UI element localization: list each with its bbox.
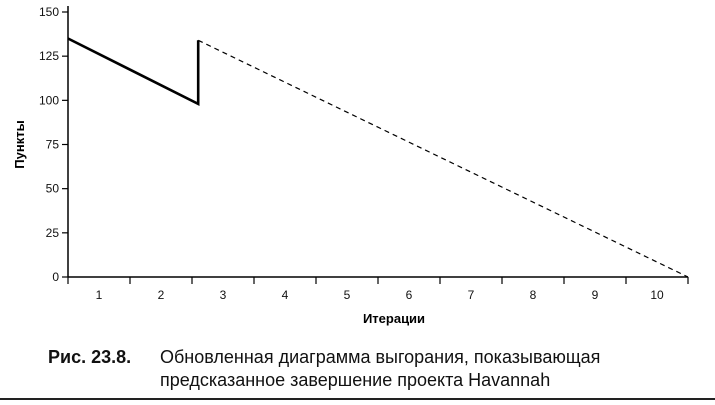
y-tick-label: 125 — [39, 49, 59, 63]
burndown-chart: 0 25 50 75 100 125 150 1 2 3 4 5 6 7 8 9 10 Пункты Итер… — [12, 5, 689, 326]
x-tick-label: 4 — [282, 288, 289, 302]
x-tick-label: 6 — [406, 288, 413, 302]
y-tick-label: 100 — [39, 93, 59, 107]
y-tick-label: 50 — [46, 182, 60, 196]
y-tick-label: 25 — [46, 226, 60, 240]
y-axis-ticks: 0 25 50 75 100 125 150 — [39, 5, 68, 284]
y-tick-label: 0 — [52, 270, 59, 284]
x-axis-ticks: 1 2 3 4 5 6 7 8 9 10 — [67, 277, 689, 302]
x-axis-title: Итерации — [363, 311, 425, 326]
y-axis-title: Пункты — [12, 120, 27, 168]
x-tick-label: 2 — [158, 288, 165, 302]
x-tick-label: 1 — [96, 288, 103, 302]
series-layer — [67, 37, 689, 278]
x-tick-label: 9 — [592, 288, 599, 302]
figure-caption: Рис. 23.8. Обновленная диаграмма выгоран… — [48, 346, 708, 392]
x-tick-label: 10 — [650, 288, 664, 302]
caption-line-1: Обновленная диаграмма выгорания, показыв… — [160, 347, 601, 367]
bottom-rule — [0, 398, 715, 400]
x-tick-label: 8 — [530, 288, 537, 302]
predicted-burndown-line — [197, 39, 689, 278]
x-tick-label: 7 — [468, 288, 475, 302]
y-tick-label: 75 — [46, 138, 60, 152]
caption-line-2: предсказанное завершение проекта Havanna… — [160, 370, 551, 390]
x-tick-label: 3 — [220, 288, 227, 302]
caption-label: Рис. 23.8. — [48, 347, 132, 367]
x-tick-label: 5 — [344, 288, 351, 302]
actual-burndown-line — [67, 37, 200, 107]
y-tick-label: 150 — [39, 5, 59, 19]
